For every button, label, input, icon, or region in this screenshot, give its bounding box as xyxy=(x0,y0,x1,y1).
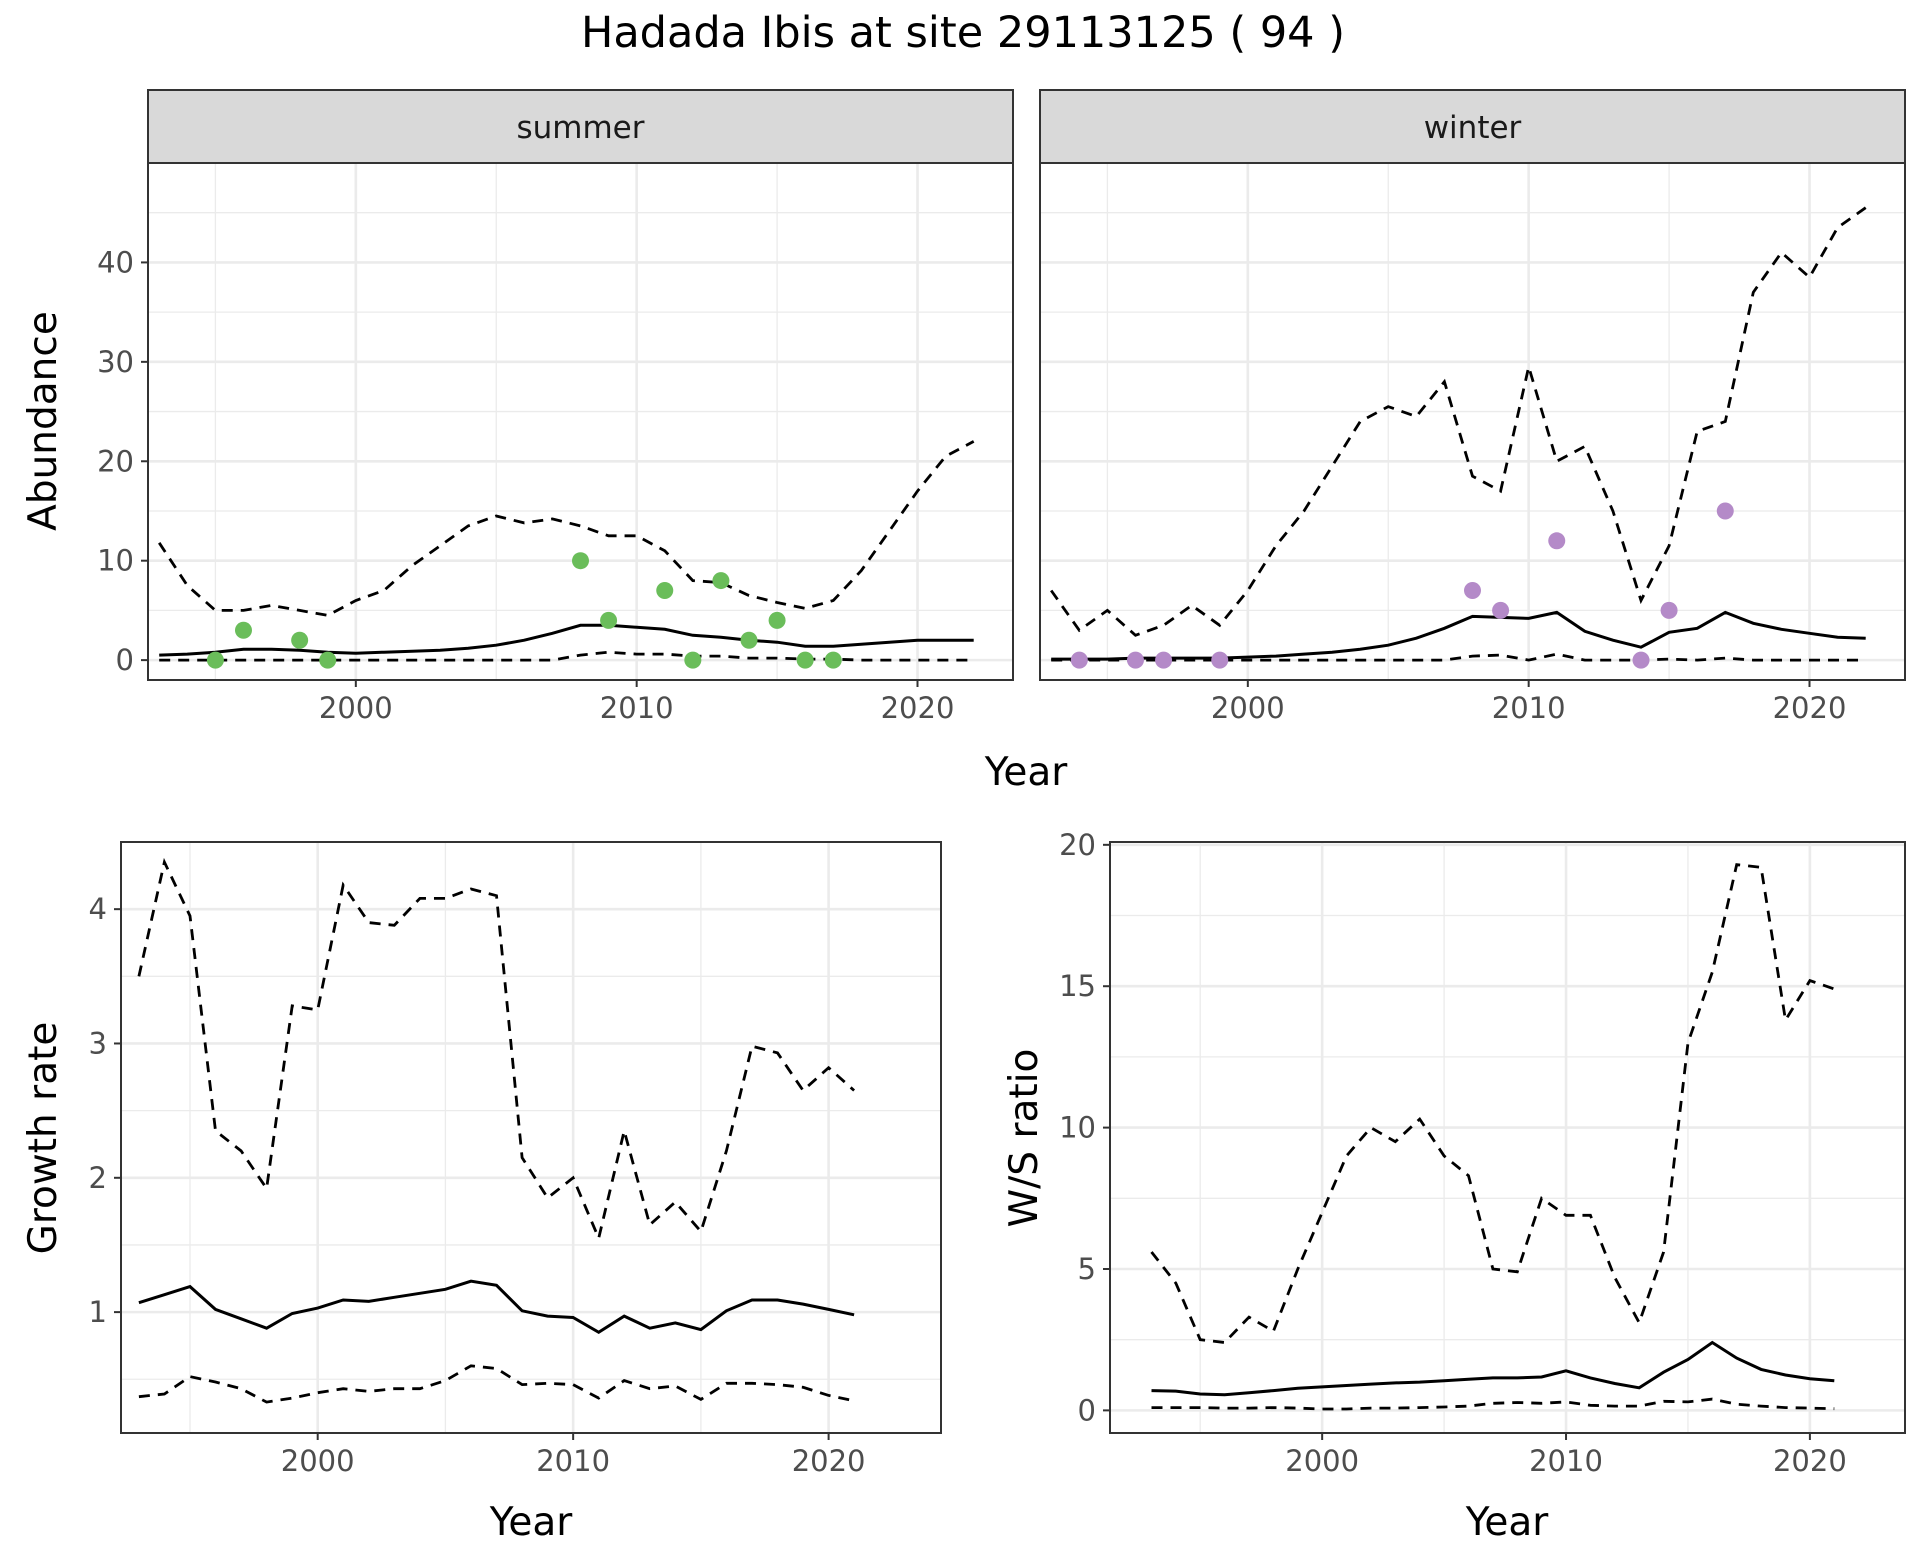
figure-title: Hadada Ibis at site 29113125 ( 94 ) xyxy=(581,8,1345,58)
ws-ratio-x-tick-label: 2020 xyxy=(1773,1444,1847,1478)
abundance-winter-upper-bound-line xyxy=(1050,206,1867,637)
ws-ratio-y-tick-label: 5 xyxy=(1078,1252,1096,1286)
growth-y-tick-label: 1 xyxy=(89,1295,107,1329)
growth-panel-border xyxy=(120,841,942,1434)
abundance-winter-observed-point xyxy=(1492,601,1510,619)
abundance-summer-observed-point xyxy=(768,611,786,629)
abundance-summer-observed-point xyxy=(656,582,674,600)
abundance-summer-y-tick-label: 30 xyxy=(97,345,134,379)
growth-y-tick-label: 2 xyxy=(89,1161,107,1195)
growth-x-tick-label: 2020 xyxy=(792,1444,866,1478)
abundance-summer-observed-point xyxy=(234,621,252,639)
growth-mean-line xyxy=(138,1279,855,1335)
growth-lower-bound-line xyxy=(138,1364,855,1404)
ws-ratio-upper-bound-line xyxy=(1150,863,1835,1344)
abundance-winter-observed-point xyxy=(1211,651,1229,669)
abundance-summer-y-tick-label: 0 xyxy=(116,643,134,677)
facet-strip-winter xyxy=(1039,89,1906,164)
abundance-summer-y-tick-label: 20 xyxy=(97,444,134,478)
facet-strip-summer xyxy=(147,89,1014,164)
abundance-summer-x-tick-label: 2020 xyxy=(881,691,955,725)
abundance-summer-observed-point xyxy=(206,651,224,669)
ws-ratio-plot-area xyxy=(1110,842,1905,1433)
ws-ratio-y-tick-label: 10 xyxy=(1059,1111,1096,1145)
abundance-winter-mean-line xyxy=(1051,610,1866,661)
ws-ratio-x-tick-label: 2000 xyxy=(1285,1444,1359,1478)
ws-ratio-x-axis-title: Year xyxy=(1465,1500,1550,1545)
growth-upper-bound-line xyxy=(137,857,856,1243)
growth-y-tick-label: 4 xyxy=(89,892,107,926)
facet-strip-label: winter xyxy=(1424,110,1522,146)
abundance-summer-plot-area xyxy=(148,163,1013,680)
abundance-summer-observed-point xyxy=(796,651,814,669)
ws-ratio-y-tick-label: 20 xyxy=(1059,828,1096,862)
abundance-winter-observed-point xyxy=(1660,601,1678,619)
growth-plot-area xyxy=(121,842,941,1433)
growth-x-axis-title: Year xyxy=(489,1500,574,1545)
abundance-summer-observed-point xyxy=(712,572,730,590)
ws-ratio-panel-border xyxy=(1109,841,1906,1434)
ws-ratio-mean-line xyxy=(1151,1340,1835,1397)
facet-strip-label: summer xyxy=(516,110,644,146)
abundance-winter-observed-point xyxy=(1126,651,1144,669)
abundance-winter-x-tick-label: 2010 xyxy=(1492,691,1566,725)
abundance-winter-observed-point xyxy=(1155,651,1173,669)
ws-ratio-x-tick-label: 2010 xyxy=(1529,1444,1603,1478)
ws-ratio-y-tick-label: 15 xyxy=(1059,969,1096,1003)
abundance-summer-upper-bound-line xyxy=(158,440,975,617)
abundance-summer-x-tick-label: 2000 xyxy=(319,691,393,725)
growth-x-tick-label: 2000 xyxy=(281,1444,355,1478)
abundance-summer-mean-line xyxy=(159,623,974,657)
ws-ratio-y-tick-label: 0 xyxy=(1078,1393,1096,1427)
abundance-summer-observed-point xyxy=(319,651,337,669)
abundance-winter-observed-point xyxy=(1464,582,1481,600)
growth-x-tick-label: 2010 xyxy=(536,1444,610,1478)
abundance-winter-x-tick-label: 2000 xyxy=(1211,691,1285,725)
growth-y-axis-title: Growth rate xyxy=(21,1022,66,1255)
abundance-winter-plot-area xyxy=(1040,163,1905,680)
abundance-winter-x-tick-label: 2020 xyxy=(1773,691,1847,725)
abundance-winter-observed-point xyxy=(1632,651,1650,669)
abundance-winter-observed-point xyxy=(1548,532,1566,550)
abundance-summer-observed-point xyxy=(684,651,702,669)
ws-ratio-lower-bound-line xyxy=(1151,1397,1835,1411)
abundance-summer-observed-point xyxy=(824,651,842,669)
growth-y-tick-label: 3 xyxy=(89,1026,107,1060)
abundance-y-axis-title: Abundance xyxy=(21,311,66,531)
abundance-summer-observed-point xyxy=(740,631,758,649)
abundance-summer-x-tick-label: 2010 xyxy=(600,691,674,725)
abundance-summer-observed-point xyxy=(600,611,618,629)
abundance-winter-lower-bound-line xyxy=(1051,652,1866,662)
abundance-winter-observed-point xyxy=(1716,502,1734,520)
abundance-summer-observed-point xyxy=(572,552,589,570)
abundance-winter-observed-point xyxy=(1070,651,1088,669)
abundance-summer-lower-bound-line xyxy=(159,650,974,662)
ws-ratio-y-axis-title: W/S ratio xyxy=(1002,1049,1047,1228)
abundance-summer-y-tick-label: 40 xyxy=(97,245,134,279)
abundance-summer-y-tick-label: 10 xyxy=(97,544,134,578)
abundance-x-axis-title: Year xyxy=(984,750,1069,795)
abundance-summer-observed-point xyxy=(291,631,309,649)
